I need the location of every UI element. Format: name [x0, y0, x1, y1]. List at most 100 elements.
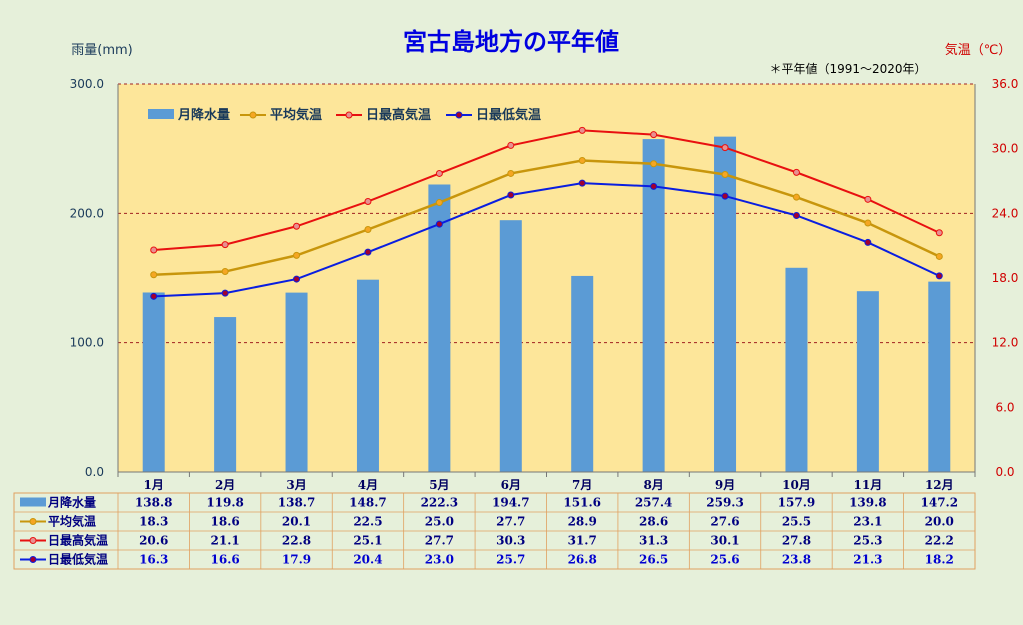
table-key-marker: [29, 537, 37, 544]
point-日最高気温-3: [293, 222, 301, 230]
y-axis-right-label: 気温（℃）: [945, 42, 1012, 58]
bar-10: [785, 267, 808, 472]
table-cell: 194.7: [492, 496, 530, 510]
point-日最低気温-9: [721, 192, 729, 200]
point-日最高気温-6: [507, 141, 515, 149]
x-tick-label: 2月: [215, 478, 235, 492]
x-tick-label: 4月: [358, 478, 378, 492]
legend-label: 月降水量: [177, 107, 230, 123]
legend-marker: [249, 111, 257, 119]
series-line-平均気温: [153, 159, 940, 277]
table-key-marker: [29, 556, 37, 563]
table-cell: 16.3: [139, 553, 168, 567]
table-cell: 20.0: [925, 515, 954, 529]
bar-8: [642, 139, 665, 472]
bar-5: [428, 184, 451, 472]
bar-7: [571, 275, 594, 472]
y-right-tick-label: 0.0: [995, 465, 1014, 479]
y-axis-left-label: 雨量(mm): [71, 43, 132, 58]
point-日最低気温-5: [435, 220, 443, 228]
table-cell: 25.5: [782, 515, 811, 529]
point-日最低気温-3: [293, 275, 301, 283]
y-left-tick-label: 100.0: [70, 336, 104, 350]
bar-1: [142, 292, 165, 472]
x-tick-label: 8月: [643, 478, 663, 492]
y-right-tick-label: 36.0: [992, 77, 1019, 91]
table-cell: 16.6: [211, 553, 240, 567]
point-日最低気温-2: [221, 289, 229, 297]
point-日最高気温-12: [935, 229, 943, 237]
y-left-tick-label: 200.0: [70, 206, 104, 220]
table-cell: 31.7: [568, 534, 597, 548]
bar-11: [856, 291, 879, 472]
point-平均気温-3: [293, 251, 301, 259]
table-cell: 257.4: [635, 496, 673, 510]
x-tick-label: 11月: [854, 478, 883, 492]
bar-3: [285, 292, 308, 472]
table-cell: 148.7: [349, 496, 387, 510]
y-right-tick-label: 6.0: [995, 400, 1014, 414]
point-日最高気温-7: [578, 126, 586, 134]
point-日最高気温-2: [221, 241, 229, 249]
table-cell: 25.3: [853, 534, 882, 548]
legend-label: 日最低気温: [476, 107, 541, 123]
table-cell: 18.6: [211, 515, 240, 529]
y-right-tick-label: 30.0: [992, 142, 1019, 156]
table-cell: 18.3: [139, 515, 168, 529]
table-key-marker: [29, 518, 37, 525]
table-cell: 27.8: [782, 534, 811, 548]
point-平均気温-9: [721, 171, 729, 179]
table-cell: 21.1: [211, 534, 240, 548]
table-cell: 151.6: [563, 496, 601, 510]
x-tick-label: 10月: [782, 478, 811, 492]
table-cell: 25.7: [496, 553, 525, 567]
point-日最低気温-1: [150, 292, 158, 300]
chart-title: 宮古島地方の平年値: [403, 28, 619, 56]
point-平均気温-2: [221, 268, 229, 276]
legend-marker: [345, 111, 353, 119]
legend-swatch-月降水量: [148, 109, 174, 119]
point-日最高気温-1: [150, 246, 158, 254]
table-cell: 222.3: [421, 496, 459, 510]
point-平均気温-4: [364, 226, 372, 233]
table-row-label: 日最高気温: [48, 533, 108, 548]
table-cell: 30.1: [710, 534, 739, 548]
series-line-日最高気温: [153, 129, 940, 251]
table-cell: 138.7: [278, 496, 316, 510]
point-日最低気温-4: [364, 248, 372, 256]
table-row-label: 月降水量: [47, 495, 96, 510]
table-cell: 22.5: [353, 515, 382, 529]
legend-label: 平均気温: [270, 107, 322, 123]
point-日最低気温-7: [578, 179, 586, 187]
point-日最高気温-9: [721, 144, 729, 152]
x-tick-label: 9月: [715, 478, 735, 492]
point-日最高気温-4: [364, 197, 372, 205]
table-cell: 28.9: [568, 515, 597, 529]
table-cell: 17.9: [282, 553, 311, 567]
table-key-月降水量: [20, 497, 46, 507]
table-cell: 25.0: [425, 515, 454, 529]
bar-2: [214, 317, 237, 472]
point-日最低気温-8: [650, 182, 658, 190]
table-cell: 20.1: [282, 515, 311, 529]
point-平均気温-7: [578, 157, 586, 165]
point-日最低気温-12: [935, 272, 943, 280]
bar-9: [714, 136, 737, 472]
y-right-tick-label: 24.0: [992, 206, 1019, 220]
table-cell: 27.6: [710, 515, 739, 529]
x-tick-label: 6月: [501, 478, 521, 492]
point-平均気温-11: [864, 219, 872, 227]
plot-area: [118, 84, 975, 472]
table-cell: 259.3: [706, 496, 744, 510]
x-tick-label: 7月: [572, 478, 592, 492]
table-cell: 23.0: [425, 553, 454, 567]
table-cell: 26.5: [639, 553, 668, 567]
table-cell: 23.1: [853, 515, 882, 529]
table-cell: 31.3: [639, 534, 668, 548]
table-row-label: 平均気温: [48, 514, 96, 529]
bar-4: [356, 279, 379, 472]
table-row-label: 日最低気温: [48, 552, 108, 567]
table-cell: 26.8: [568, 553, 597, 567]
x-tick-label: 3月: [286, 478, 306, 492]
